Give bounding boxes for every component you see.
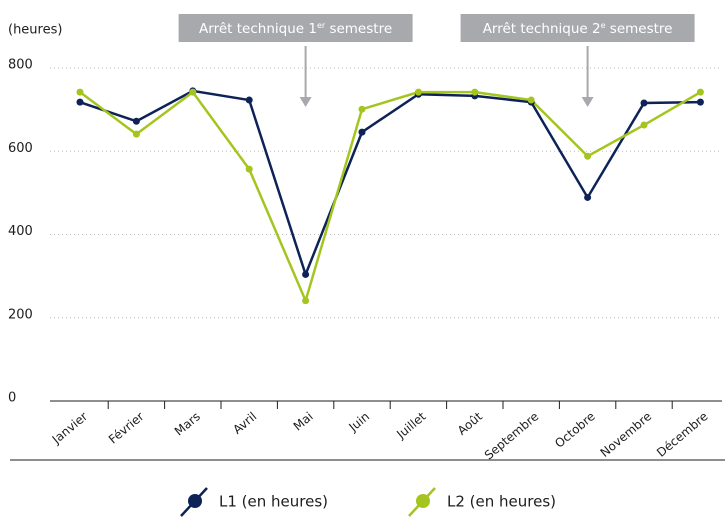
annotation-sup: e: [601, 21, 606, 30]
data-point: [76, 98, 84, 106]
legend-dot: [188, 494, 202, 508]
x-tick-label: Janvier: [49, 409, 90, 447]
x-tick-label: Février: [106, 409, 147, 446]
annotation-part: semestre: [325, 21, 392, 37]
y-tick-label: 200: [8, 307, 33, 322]
x-tick-label: Mai: [291, 409, 316, 433]
annotation-box: [460, 14, 695, 42]
x-tick-label: Mars: [172, 409, 203, 438]
data-point: [696, 88, 704, 96]
data-point: [358, 105, 366, 113]
data-point: [640, 99, 648, 107]
legend-label: L2 (en heures): [447, 493, 556, 511]
data-point: [358, 128, 366, 136]
data-point: [414, 88, 422, 96]
data-point: [189, 88, 197, 96]
y-tick-label: 0: [8, 391, 16, 406]
x-tick-label: Octobre: [552, 409, 598, 450]
data-point: [640, 121, 648, 129]
data-point: [527, 96, 535, 104]
series-line: [79, 89, 701, 279]
data-point: [471, 88, 479, 96]
legend-dot: [416, 494, 430, 508]
data-point: [245, 165, 253, 173]
annotation-arrowhead: [581, 97, 594, 107]
series-line: [79, 90, 702, 305]
annotation-text: Arrêt technique 2e semestre: [483, 21, 673, 38]
annotation-part: Arrêt technique 1: [199, 21, 317, 37]
x-tick-label: Novembre: [598, 409, 655, 460]
y-tick-label: 600: [8, 141, 33, 156]
annotation-text: Arrêt technique 1er semestre: [199, 21, 392, 38]
x-tick-label: Juillet: [393, 409, 428, 442]
data-point: [584, 152, 592, 160]
data-point: [132, 117, 140, 125]
annotation-arrowhead: [299, 97, 312, 107]
annotation-part: Arrêt technique 2: [483, 21, 601, 37]
data-point: [584, 193, 592, 201]
data-point: [696, 98, 704, 106]
annotation-part: semestre: [606, 21, 673, 37]
data-point: [302, 297, 310, 305]
y-tick-label: 800: [8, 58, 33, 73]
x-tick-label: Juin: [345, 409, 372, 435]
y-tick-label: 400: [8, 224, 33, 239]
data-point: [302, 270, 310, 278]
annotation-box: [178, 14, 413, 42]
y-axis-label: (heures): [8, 23, 62, 38]
x-tick-label: Août: [455, 409, 485, 438]
annotation-sup: er: [317, 21, 326, 30]
data-point: [76, 88, 84, 96]
data-point: [245, 96, 253, 104]
data-point: [132, 130, 140, 138]
x-tick-label: Septembre: [482, 409, 542, 462]
x-tick-label: Décembre: [654, 409, 710, 460]
x-tick-label: Avril: [230, 409, 259, 437]
legend-label: L1 (en heures): [219, 493, 328, 511]
